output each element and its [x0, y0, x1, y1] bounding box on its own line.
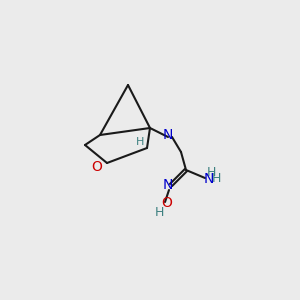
Text: O: O — [92, 160, 102, 174]
Text: N: N — [163, 178, 173, 192]
Text: N: N — [163, 128, 173, 142]
Text: H: H — [136, 137, 144, 147]
Text: H: H — [211, 172, 221, 185]
Text: O: O — [162, 196, 172, 210]
Text: H: H — [154, 206, 164, 218]
Text: H: H — [206, 166, 216, 178]
Text: N: N — [204, 172, 214, 186]
